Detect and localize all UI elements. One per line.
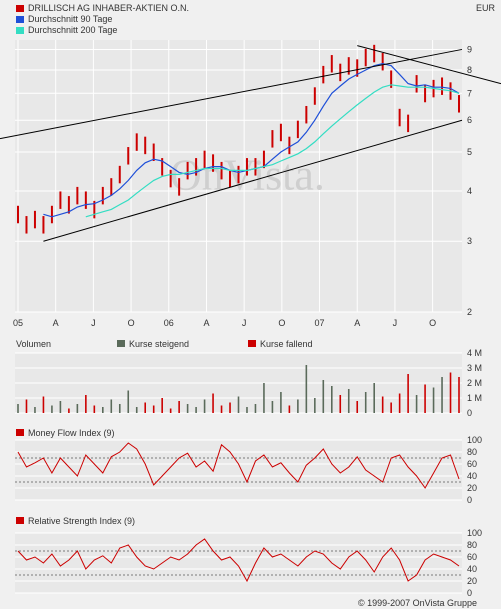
legend-label-ma200: Durchschnitt 200 Tage [28,25,118,35]
mfi-title-label: Money Flow Index (9) [28,428,115,438]
mfi-y-tick-label: 100 [467,435,482,445]
rsi-title-swatch [16,517,24,524]
volume-y-tick-label: 0 [467,408,472,418]
rsi-plot-area [15,533,462,593]
volume-y-tick-label: 3 M [467,363,482,373]
volume-y-tick-label: 2 M [467,378,482,388]
x-tick-label: 06 [164,318,174,328]
x-tick-label: A [354,318,360,328]
volume-legend-down-label: Kurse fallend [260,339,313,349]
rsi-line [17,538,460,583]
trend-channel-upper [0,48,463,140]
y-tick-label: 8 [467,65,472,75]
rsi-y-tick-label: 60 [467,552,477,562]
trend-line-down [357,45,501,85]
mfi-y-tick-label: 20 [467,483,477,493]
rsi-y-tick-label: 0 [467,588,472,598]
volume-legend-up-label: Kurse steigend [129,339,189,349]
x-tick-label: O [429,318,436,328]
legend-swatch-price [16,5,24,12]
x-tick-label: J [91,318,96,328]
rsi-y-tick-label: 80 [467,540,477,550]
rsi-y-tick-label: 100 [467,528,482,538]
legend-label-price: DRILLISCH AG INHABER-AKTIEN O.N. [28,3,190,13]
y-tick-label: 3 [467,236,472,246]
x-tick-label: A [203,318,209,328]
series-ma200-line [85,84,460,218]
legend-swatch-ma200 [16,27,24,34]
copyright-text: © 1999-2007 OnVista Gruppe [358,598,478,608]
x-tick-label: J [242,318,247,328]
mfi-y-tick-label: 60 [467,459,477,469]
y-tick-label: 5 [467,147,472,157]
x-tick-label: A [53,318,59,328]
x-tick-label: J [393,318,398,328]
x-tick-label: 05 [13,318,23,328]
legend-swatch-ma90 [16,16,24,23]
mfi-y-tick-label: 80 [467,447,477,457]
volume-y-tick-label: 4 M [467,348,482,358]
y-tick-label: 2 [467,307,472,317]
volume-y-tick-label: 1 M [467,393,482,403]
mfi-plot-area [15,440,462,500]
y-tick-label: 4 [467,186,472,196]
volume-title: Volumen [16,339,51,349]
mfi-line [17,442,460,489]
rsi-title-label: Relative Strength Index (9) [28,516,135,526]
currency-label: EUR [476,3,496,13]
x-tick-label: 07 [315,318,325,328]
y-tick-label: 6 [467,115,472,125]
x-tick-label: O [128,318,135,328]
trend-channel-lower [43,119,463,242]
mfi-title-swatch [16,429,24,436]
volume-legend-up-swatch [117,340,125,347]
x-tick-label: O [278,318,285,328]
volume-legend-down-swatch [248,340,256,347]
y-tick-label: 7 [467,88,472,98]
legend-label-ma90: Durchschnitt 90 Tage [28,14,113,24]
mfi-y-tick-label: 0 [467,495,472,505]
rsi-y-tick-label: 40 [467,564,477,574]
y-tick-label: 9 [467,44,472,54]
rsi-y-tick-label: 20 [467,576,477,586]
mfi-y-tick-label: 40 [467,471,477,481]
